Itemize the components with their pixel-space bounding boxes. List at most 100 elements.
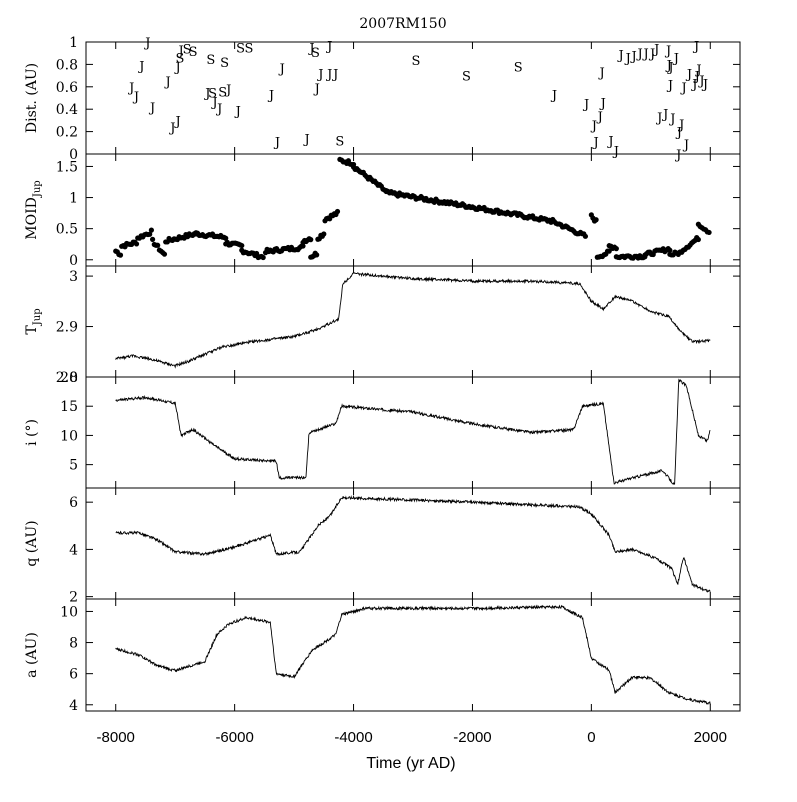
marker-J: J — [224, 83, 231, 98]
marker-J: J — [624, 52, 631, 67]
marker-J: J — [148, 101, 155, 116]
y-tick-label: 1.5 — [56, 159, 78, 175]
y-axis-label: Dist. (AU) — [24, 63, 40, 133]
x-axis: -8000 -6000 -4000 -2000 0 2000 — [97, 729, 727, 746]
marker-J: J — [325, 67, 332, 82]
y-tick-label: 0.2 — [56, 125, 78, 141]
marker-J: J — [616, 48, 623, 63]
y-axis-label: MOIDJup — [24, 180, 43, 239]
y-tick-label: 1 — [69, 35, 78, 51]
marker-J: J — [127, 81, 134, 96]
marker-S: S — [189, 45, 198, 60]
marker-J: J — [690, 77, 697, 92]
x-tick-label: 0 — [587, 729, 595, 746]
marker-J: J — [701, 77, 708, 92]
x-tick-label: -6000 — [215, 729, 253, 746]
panel-frame — [85, 487, 741, 600]
y-tick-label: 6 — [69, 667, 78, 683]
marker-J: J — [677, 118, 684, 133]
y-tick-label: 0.4 — [56, 102, 78, 118]
x-tick-label: 2000 — [694, 729, 727, 746]
panel-frame — [85, 598, 741, 712]
marker-J: J — [682, 138, 689, 153]
y-tick-label: 0.6 — [56, 80, 78, 96]
moid-point — [117, 252, 124, 258]
marker-J: J — [174, 61, 181, 76]
y-tick-label: 5 — [69, 458, 78, 474]
marker-S: S — [236, 42, 245, 57]
marker-J: J — [273, 136, 280, 151]
marker-J: J — [303, 132, 310, 147]
moid-point — [667, 247, 673, 253]
y-axis-label: q (AU) — [24, 520, 40, 566]
marker-S: S — [175, 52, 184, 67]
marker-S: S — [514, 61, 523, 76]
moid-point — [223, 235, 229, 241]
marker-J: J — [664, 44, 671, 59]
series-line-a — [115, 604, 711, 706]
marker-J: J — [612, 145, 619, 160]
marker-J: J — [675, 126, 682, 141]
moid-point — [582, 233, 589, 239]
marker-J: J — [132, 90, 139, 105]
marker-J: J — [582, 98, 589, 113]
y-axis-label-subscript: Jup — [32, 180, 43, 198]
y-tick-label: 15 — [60, 399, 78, 415]
marker-J: J — [215, 102, 222, 117]
y-axis-label: TJup — [24, 308, 43, 334]
marker-J: J — [168, 121, 175, 136]
marker-J: J — [666, 61, 673, 76]
moid-point — [239, 242, 245, 249]
moid-point — [260, 254, 266, 261]
y-tick-label: 4 — [69, 698, 78, 714]
y-tick-label: 10 — [60, 604, 78, 620]
y-tick-label: 0 — [69, 147, 78, 163]
panel-tjup: 2.8 2.9 3 TJup — [24, 265, 741, 386]
marker-J: J — [674, 148, 681, 163]
marker-S: S — [462, 70, 471, 85]
moid-point — [613, 246, 619, 252]
marker-J: J — [693, 70, 700, 85]
marker-J: J — [685, 67, 692, 82]
moid-point — [308, 237, 314, 243]
marker-J: J — [665, 58, 672, 73]
marker-J: J — [163, 75, 170, 90]
marker-S: S — [208, 86, 217, 101]
marker-J: J — [597, 66, 604, 81]
marker-J: J — [174, 114, 181, 129]
marker-J: J — [630, 49, 637, 64]
marker-J: J — [177, 44, 184, 59]
marker-J: J — [307, 42, 314, 57]
panel-frame — [85, 376, 741, 489]
marker-S: S — [183, 43, 192, 58]
marker-J: J — [316, 67, 323, 82]
y-tick-label: 10 — [60, 428, 78, 444]
marker-J: J — [652, 43, 659, 58]
marker-J: J — [668, 112, 675, 127]
moid-point — [161, 251, 168, 257]
marker-J: J — [694, 63, 701, 78]
x-tick-label: -8000 — [97, 729, 135, 746]
moid-point — [606, 248, 612, 254]
marker-J: J — [210, 95, 217, 110]
marker-J: J — [143, 36, 150, 51]
y-axis-label-subscript: Jup — [32, 308, 43, 326]
y-tick-label: 8 — [69, 636, 78, 652]
marker-S: S — [206, 53, 215, 68]
series-line-q — [115, 494, 711, 593]
marker-J: J — [648, 47, 655, 62]
moid-point — [695, 236, 701, 243]
marker-J: J — [590, 119, 597, 134]
marker-J: J — [661, 108, 668, 123]
marker-J: J — [596, 110, 603, 125]
x-tick-label: -2000 — [453, 729, 491, 746]
marker-S: S — [412, 54, 421, 69]
moid-point — [706, 229, 712, 236]
x-tick-label: -4000 — [334, 729, 372, 746]
moid-point — [148, 227, 154, 233]
panel-frame — [85, 153, 741, 267]
marker-S: S — [335, 135, 344, 150]
